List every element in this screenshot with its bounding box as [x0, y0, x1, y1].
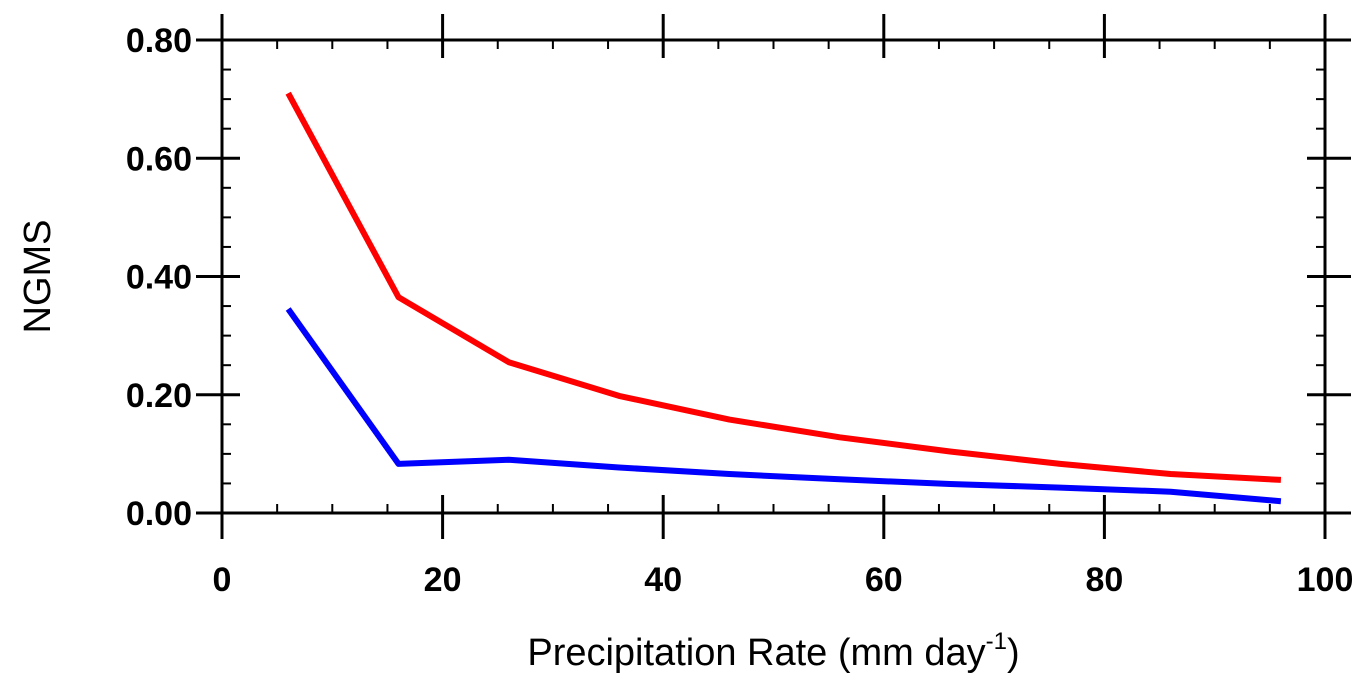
y-tick-label: 0.80: [126, 22, 192, 60]
y-tick-label: 0.40: [126, 259, 192, 297]
x-axis-title-superscript: -1: [986, 628, 1007, 655]
y-axis-title: NGMS: [17, 220, 59, 334]
x-axis-title: Precipitation Rate (mm day-1): [527, 628, 1019, 674]
series-line-2: [285, 307, 1282, 505]
x-tick-label: 80: [1085, 561, 1123, 599]
x-axis-title-suffix: ): [1007, 632, 1020, 674]
major-ticks: [196, 14, 1351, 539]
y-tick-label: 0.20: [126, 377, 192, 415]
x-tick-label: 40: [644, 561, 682, 599]
series-line-1: [285, 91, 1282, 483]
plot-frame: [220, 38, 1327, 515]
x-tick-label: 100: [1297, 561, 1354, 599]
x-tick-label: 60: [865, 561, 903, 599]
x-axis-title-main: Precipitation Rate (mm day: [527, 632, 985, 674]
x-tick-label: 20: [424, 561, 462, 599]
tick-labels: 0 20 40 60 80 100 0.00 0.20 0.40 0.60 0.80: [126, 22, 1354, 599]
x-tick-label: 0: [213, 561, 232, 599]
y-tick-label: 0.00: [126, 495, 192, 533]
y-tick-label: 0.60: [126, 140, 192, 178]
series-layer: [285, 91, 1282, 505]
